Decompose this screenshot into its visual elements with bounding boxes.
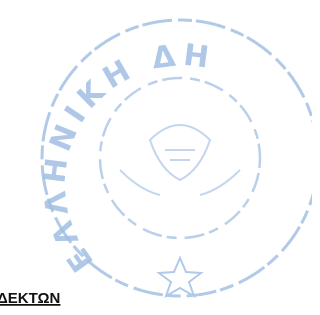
scan: ΕΛΛΗΝΙΚΗ ΔΗ ΔΕΚΤΩΝ (0, 0, 312, 315)
stamp-star (159, 258, 201, 296)
stamp-emblem (120, 125, 240, 195)
stamp-inner-ring (100, 78, 260, 238)
stamp: ΕΛΛΗΝΙΚΗ ΔΗ (37, 20, 312, 296)
page: ΕΛΛΗΝΙΚΗ ΔΗ ΔΕΚΤΩΝ (() => { const data =… (0, 0, 312, 315)
stamp-text-path: ΕΛΛΗΝΙΚΗ ΔΗ (37, 38, 216, 278)
stamp-text: ΕΛΛΗΝΙΚΗ ΔΗ (37, 38, 216, 278)
